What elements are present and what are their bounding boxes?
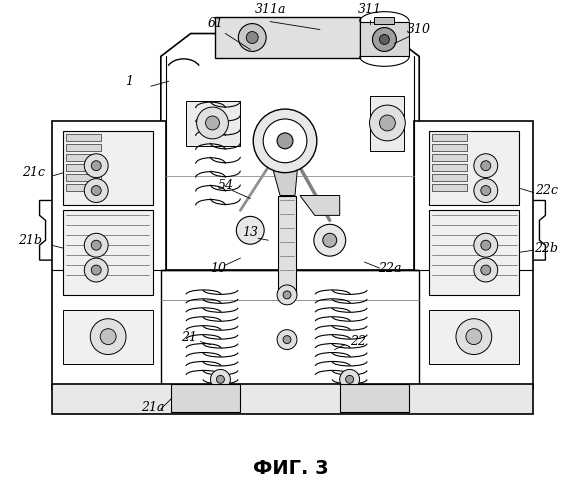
Bar (66, 144, 101, 151)
Text: 22b: 22b (535, 242, 559, 254)
Text: 13: 13 (243, 226, 258, 239)
Bar (432, 184, 467, 190)
Circle shape (238, 24, 266, 52)
Circle shape (380, 115, 395, 131)
Bar (66, 134, 101, 141)
Circle shape (196, 107, 229, 139)
Text: 1: 1 (125, 74, 133, 88)
Circle shape (92, 240, 101, 250)
Circle shape (474, 258, 498, 282)
Text: 21b: 21b (17, 234, 41, 246)
Text: 61: 61 (208, 17, 223, 30)
Bar (429, 310, 518, 364)
Bar (432, 164, 467, 170)
Circle shape (340, 370, 360, 390)
Bar (278, 196, 296, 295)
Circle shape (100, 328, 116, 344)
Bar (216, 16, 360, 58)
Circle shape (92, 186, 101, 196)
Circle shape (456, 318, 491, 354)
Bar (432, 134, 467, 141)
Bar (185, 101, 240, 146)
Circle shape (210, 370, 230, 390)
Bar (432, 154, 467, 160)
Circle shape (206, 116, 219, 130)
Bar (429, 210, 518, 295)
Bar (161, 270, 419, 390)
Circle shape (474, 154, 498, 178)
Circle shape (380, 34, 389, 44)
Bar (370, 96, 404, 151)
Polygon shape (161, 34, 419, 270)
Circle shape (277, 133, 293, 149)
Circle shape (370, 105, 405, 141)
Circle shape (373, 28, 396, 52)
Polygon shape (415, 121, 533, 390)
Bar (64, 210, 153, 295)
Bar (340, 384, 409, 412)
Circle shape (481, 186, 491, 196)
Circle shape (92, 160, 101, 170)
Text: 21: 21 (181, 331, 196, 344)
Circle shape (216, 376, 224, 384)
Bar (432, 174, 467, 180)
Circle shape (92, 265, 101, 275)
Bar (66, 184, 101, 190)
Circle shape (481, 240, 491, 250)
Circle shape (246, 32, 258, 44)
Bar (429, 131, 518, 206)
Bar (66, 164, 101, 170)
Circle shape (85, 234, 108, 257)
Bar (171, 384, 240, 412)
Circle shape (474, 178, 498, 203)
Polygon shape (360, 22, 409, 56)
Text: 311: 311 (357, 3, 381, 16)
Circle shape (253, 109, 317, 172)
Circle shape (85, 154, 108, 178)
Circle shape (263, 119, 307, 162)
Text: 22: 22 (350, 335, 366, 348)
Circle shape (323, 234, 337, 247)
Bar (64, 131, 153, 206)
Polygon shape (374, 16, 394, 24)
Circle shape (283, 336, 291, 344)
Text: 310: 310 (407, 23, 431, 36)
Bar (432, 144, 467, 151)
Circle shape (85, 258, 108, 282)
Circle shape (277, 285, 297, 305)
Polygon shape (51, 121, 166, 390)
Bar (64, 310, 153, 364)
Circle shape (236, 216, 264, 244)
Text: ФИГ. 3: ФИГ. 3 (253, 460, 329, 478)
Circle shape (481, 265, 491, 275)
Text: 54: 54 (217, 179, 233, 192)
Circle shape (474, 234, 498, 257)
Text: 22c: 22c (535, 184, 558, 197)
Text: 10: 10 (210, 262, 226, 274)
Text: 21c: 21c (22, 166, 45, 179)
Bar (66, 154, 101, 160)
Circle shape (90, 318, 126, 354)
Circle shape (314, 224, 346, 256)
Polygon shape (300, 196, 340, 216)
Circle shape (277, 330, 297, 349)
Bar (66, 174, 101, 180)
Text: 22a: 22a (378, 262, 401, 274)
Text: 311a: 311a (254, 3, 286, 16)
Circle shape (283, 291, 291, 299)
Circle shape (466, 328, 482, 344)
Polygon shape (51, 384, 533, 414)
Circle shape (346, 376, 354, 384)
Polygon shape (265, 141, 300, 196)
Circle shape (481, 160, 491, 170)
Circle shape (85, 178, 108, 203)
Text: 21a: 21a (141, 400, 164, 413)
